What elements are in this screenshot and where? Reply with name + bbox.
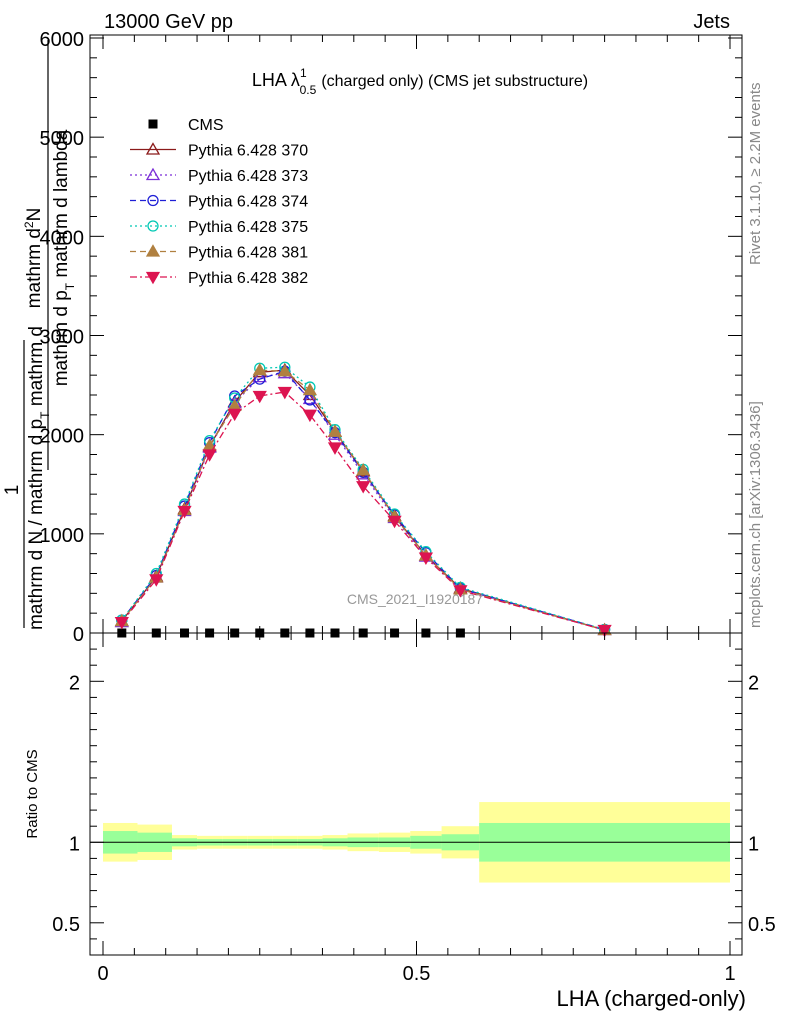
ratio-ytick-label-left: 2 (69, 672, 80, 694)
ratio-ytick-label-right: 2 (748, 672, 759, 694)
analysis-watermark: CMS_2021_I1920187 (347, 591, 483, 607)
legend-label: Pythia 6.428 373 (188, 168, 308, 185)
legend-marker (145, 271, 161, 285)
mcplots-label: mcplots.cern.ch [arXiv:1306.3436] (747, 401, 764, 628)
legend-label: Pythia 6.428 382 (188, 270, 308, 287)
x-axis-label: LHA (charged-only) (556, 986, 746, 1011)
ratio-x-tick-labels: 0 0.5 1 (97, 963, 735, 985)
y-label-denominator2: mathrm d pT mathrm d lambda (51, 129, 77, 386)
series-line (121, 366, 605, 631)
legend-item: CMS (148, 117, 224, 134)
main-ytick-label: 5000 (40, 128, 85, 150)
main-ytick-label: 0 (73, 624, 84, 646)
xtick-label: 1 (724, 963, 735, 985)
data-point (277, 363, 292, 377)
ratio-y-tick-labels: 0.5 0.5 1 1 2 2 (52, 672, 776, 936)
data-point (227, 408, 242, 422)
ratio-plot-frame (89, 632, 743, 956)
data-point (327, 442, 343, 455)
main-ytick-label: 3000 (40, 327, 85, 349)
data-point (302, 409, 318, 423)
rivet-version-label: Rivet 3.1.10, ≥ 2.2M events (747, 83, 764, 266)
y-label-numerator2: mathrm d2N (22, 208, 45, 309)
data-point (327, 424, 343, 437)
legend-item: Pythia 6.428 370 (130, 142, 308, 160)
main-y-tick-labels: 0 1000 2000 3000 4000 5000 6000 (40, 29, 85, 646)
data-point (302, 382, 318, 396)
legend-marker (147, 194, 159, 207)
process-label: Jets (693, 11, 730, 33)
main-ytick-label: 2000 (40, 426, 85, 448)
main-y-axis-label: mathrm d2N mathrm d pT mathrm d lambda 1… (2, 40, 77, 630)
ratio-ytick-label-left: 1 (69, 833, 80, 855)
legend-label: Pythia 6.428 375 (188, 219, 308, 236)
data-point (252, 390, 267, 404)
ratio-ytick-label-right: 1 (748, 833, 759, 855)
ratio-axis-ticks (90, 633, 742, 955)
ratio-y-axis-label: Ratio to CMS (24, 749, 41, 838)
legend-item: Pythia 6.428 382 (130, 270, 308, 287)
plot-title: LHA λ1 0.5 (charged only) (CMS jet substru… (252, 66, 588, 97)
y-label-numerator: 1 (2, 485, 23, 496)
data-point (252, 362, 267, 376)
data-point (177, 505, 192, 519)
legend-marker (147, 220, 159, 232)
main-distribution-panel: 0 1000 2000 3000 4000 5000 6000 CMS_2021_I1920… (40, 29, 743, 646)
data-point (597, 624, 612, 638)
series-line (121, 391, 605, 631)
energy-label: 13000 GeV pp (104, 11, 233, 33)
legend-label: Pythia 6.428 370 (188, 143, 308, 160)
legend-label: Pythia 6.428 381 (188, 245, 308, 262)
ratio-panel: 0.5 0.51 12 2 0 0.5 1 Ratio to CMS LHA (charg… (24, 632, 776, 1011)
data-point (302, 391, 318, 405)
data-point (356, 463, 371, 476)
data-point (252, 369, 267, 383)
data-point (387, 515, 402, 529)
data-point (356, 481, 371, 494)
data-point (418, 552, 434, 565)
data-point (149, 574, 164, 587)
data-point (277, 386, 292, 400)
series-line (121, 369, 605, 631)
legend: CMS Pythia 6.428 370 Pythia 6.428 373 Pythi… (130, 117, 308, 287)
data-point (114, 616, 129, 630)
xtick-label: 0 (97, 963, 108, 985)
main-ytick-label: 6000 (40, 29, 85, 51)
main-ytick-label: 4000 (40, 227, 85, 249)
data-point (453, 585, 468, 598)
legend-item: Pythia 6.428 373 (130, 167, 308, 185)
legend-marker (145, 142, 161, 155)
legend-marker (148, 119, 158, 129)
data-point (202, 449, 217, 462)
legend-item: Pythia 6.428 381 (130, 244, 308, 262)
legend-item: Pythia 6.428 374 (130, 194, 308, 211)
legend-marker (145, 244, 161, 257)
legend-label: Pythia 6.428 374 (188, 194, 308, 211)
ratio-ytick-label-left: 0.5 (52, 914, 80, 936)
xtick-label: 0.5 (403, 963, 431, 985)
legend-label: CMS (188, 117, 224, 134)
legend-item: Pythia 6.428 375 (130, 219, 308, 236)
legend-marker (145, 167, 161, 181)
ratio-ytick-label-right: 0.5 (748, 914, 776, 936)
y-label-denominator: mathrm d N / mathrm d pT mathrm d (26, 326, 52, 630)
series-pythia-6-428-382 (114, 386, 612, 638)
main-ytick-label: 1000 (40, 525, 85, 547)
